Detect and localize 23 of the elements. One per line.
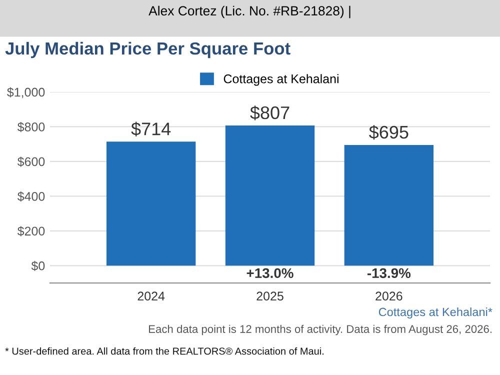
legend-label: Cottages at Kehalani bbox=[224, 74, 338, 86]
annotation: -13.9% bbox=[367, 268, 411, 278]
y-tick-label: $200 bbox=[17, 226, 45, 236]
x-tick-label: 2026 bbox=[376, 292, 402, 301]
text: Each data point is 12 months of activity. Data is from August 26, 2026. bbox=[149, 324, 492, 336]
chart-subtitle: Alex Cortez (Lic. No. #RB-21828) | bbox=[148, 6, 350, 18]
y-tick-label: $800 bbox=[17, 122, 45, 132]
y-tick-label: $400 bbox=[17, 191, 45, 202]
chart-title: July Median Price Per Square Foot bbox=[5, 42, 290, 58]
text: $807 bbox=[250, 106, 290, 120]
text: * User-defined area. All data from the REALTORS® Association of Maui. bbox=[5, 347, 324, 355]
text: $695 bbox=[369, 125, 408, 140]
y-tick-label: $600 bbox=[17, 156, 45, 167]
annotation: +13.0% bbox=[246, 268, 294, 278]
x-tick-label: 2025 bbox=[256, 292, 284, 301]
x-tick-label: 2024 bbox=[138, 292, 165, 301]
text: $714 bbox=[131, 122, 171, 136]
y-tick-label: $0 bbox=[31, 260, 45, 272]
y-tick-label: $1,000 bbox=[7, 87, 45, 98]
bar bbox=[344, 144, 434, 266]
bar bbox=[225, 126, 315, 266]
bar bbox=[106, 142, 196, 266]
text: Cottages at Kehalani* bbox=[378, 307, 492, 319]
